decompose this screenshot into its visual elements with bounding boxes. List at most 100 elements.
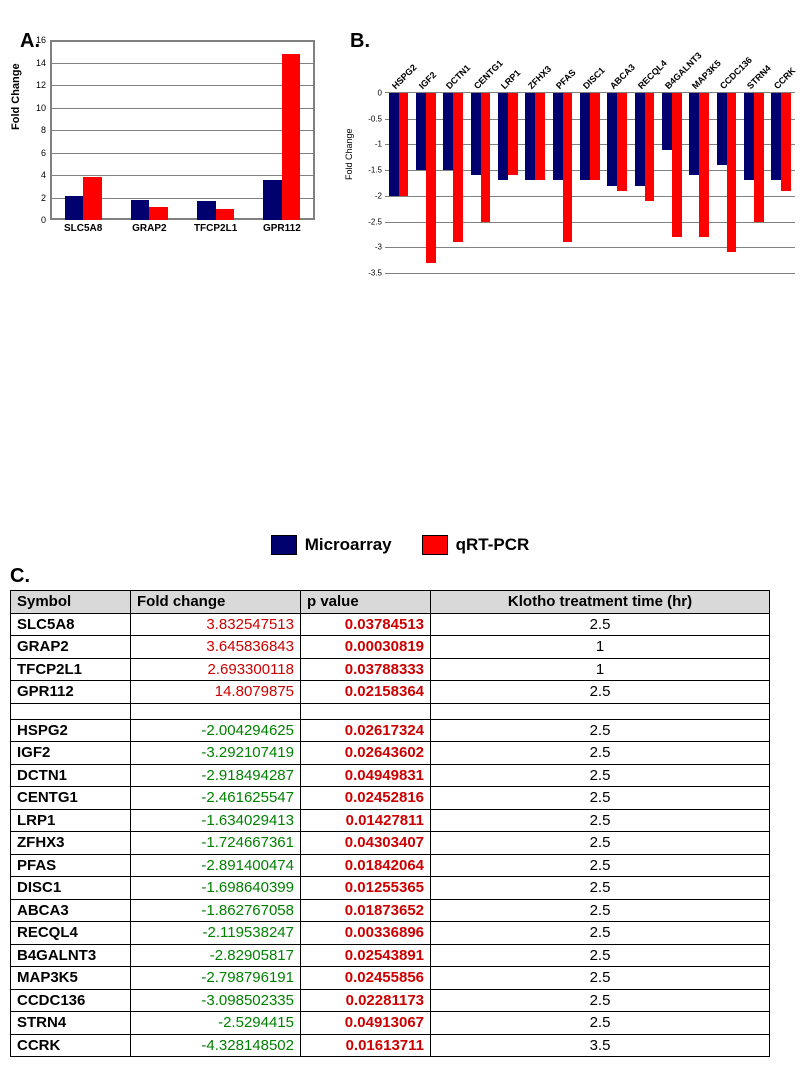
chart-b-category-label: DISC1 <box>581 65 607 91</box>
cell-symbol: TFCP2L1 <box>11 658 131 681</box>
table-row: TFCP2L12.6933001180.037883331 <box>11 658 770 681</box>
cell-time: 2.5 <box>431 854 770 877</box>
chart-b-category-label: PFAS <box>554 67 578 91</box>
cell-foldchange: -1.698640399 <box>131 877 301 900</box>
table-header-row: Symbol Fold change p value Klotho treatm… <box>11 591 770 614</box>
chart-b-bar-qrtpcr <box>535 93 545 180</box>
chart-b-bar-microarray <box>525 93 535 180</box>
table-row: STRN4-2.52944150.049130672.5 <box>11 1012 770 1035</box>
cell-foldchange: -4.328148502 <box>131 1034 301 1057</box>
chart-a-tick-label: 2 <box>41 193 46 203</box>
chart-b-bar-microarray <box>717 93 727 165</box>
table-spacer-row <box>11 703 770 719</box>
cell-symbol: DISC1 <box>11 877 131 900</box>
chart-a-category-label: GPR112 <box>263 223 301 234</box>
chart-b-bar-microarray <box>662 93 672 150</box>
table-row: RECQL4-2.1195382470.003368962.5 <box>11 922 770 945</box>
cell-time: 3.5 <box>431 1034 770 1057</box>
chart-b-tick-label: -0.5 <box>368 114 382 123</box>
cell-pvalue: 0.02617324 <box>301 719 431 742</box>
cell-foldchange: -2.82905817 <box>131 944 301 967</box>
legend-label-microarray: Microarray <box>305 535 392 555</box>
chart-a-bar-microarray <box>197 201 216 220</box>
cell-pvalue: 0.01842064 <box>301 854 431 877</box>
chart-b-tick-label: -2.5 <box>368 217 382 226</box>
th-foldchange: Fold change <box>131 591 301 614</box>
table-row: GRAP23.6458368430.000308191 <box>11 636 770 659</box>
chart-b-tick-label: 0 <box>378 89 382 98</box>
chart-b-category-label: ZFHX3 <box>526 64 553 91</box>
table-row: PFAS-2.8914004740.018420642.5 <box>11 854 770 877</box>
table-row: DCTN1-2.9184942870.049498312.5 <box>11 764 770 787</box>
cell-pvalue: 0.03788333 <box>301 658 431 681</box>
chart-b-bar-qrtpcr <box>727 93 737 252</box>
chart-b: Fold Change 0-0.5-1-1.5-2-2.5-3-3.5HSPG2… <box>345 50 800 300</box>
table-row: CCRK-4.3281485020.016137113.5 <box>11 1034 770 1057</box>
table-row: HSPG2-2.0042946250.026173242.5 <box>11 719 770 742</box>
cell-pvalue: 0.02643602 <box>301 742 431 765</box>
table-row: IGF2-3.2921074190.026436022.5 <box>11 742 770 765</box>
chart-b-bar-qrtpcr <box>563 93 573 242</box>
cell-time: 2.5 <box>431 899 770 922</box>
chart-a-bar-qrtpcr <box>83 177 102 220</box>
chart-b-bar-qrtpcr <box>617 93 627 191</box>
cell-pvalue: 0.04949831 <box>301 764 431 787</box>
chart-a-bar-qrtpcr <box>149 207 168 221</box>
cell-time: 2.5 <box>431 764 770 787</box>
legend-label-qrtpcr: qRT-PCR <box>456 535 530 555</box>
cell-time: 2.5 <box>431 613 770 636</box>
chart-b-bar-qrtpcr <box>672 93 682 237</box>
chart-b-tick-label: -1.5 <box>368 166 382 175</box>
cell-pvalue: 0.00030819 <box>301 636 431 659</box>
legend-item-qrtpcr: qRT-PCR <box>422 535 530 555</box>
cell-symbol: CCDC136 <box>11 989 131 1012</box>
cell-foldchange: 14.8079875 <box>131 681 301 704</box>
table-row: ABCA3-1.8627670580.018736522.5 <box>11 899 770 922</box>
chart-b-bar-qrtpcr <box>399 93 409 196</box>
cell-foldchange: -3.292107419 <box>131 742 301 765</box>
cell-pvalue: 0.02455856 <box>301 967 431 990</box>
th-symbol: Symbol <box>11 591 131 614</box>
cell-time: 1 <box>431 658 770 681</box>
chart-a-category-label: SLC5A8 <box>64 223 102 234</box>
chart-a-gridline | <box>50 85 315 86</box>
cell-symbol: GPR112 <box>11 681 131 704</box>
legend-swatch-qrtpcr <box>422 535 448 555</box>
legend: Microarray qRT-PCR <box>10 535 790 555</box>
cell-symbol: CENTG1 <box>11 787 131 810</box>
table-row: SLC5A83.8325475130.037845132.5 <box>11 613 770 636</box>
table-row: LRP1-1.6340294130.014278112.5 <box>11 809 770 832</box>
cell-foldchange: -3.098502335 <box>131 989 301 1012</box>
cell-foldchange: -2.798796191 <box>131 967 301 990</box>
chart-b-category-label: IGF2 <box>417 70 438 91</box>
chart-b-category-label: CENTG1 <box>472 58 505 91</box>
cell-symbol: MAP3K5 <box>11 967 131 990</box>
cell-foldchange: 3.832547513 <box>131 613 301 636</box>
cell-foldchange: -1.724667361 <box>131 832 301 855</box>
cell-foldchange: -2.004294625 <box>131 719 301 742</box>
cell-pvalue: 0.01255365 <box>301 877 431 900</box>
cell-foldchange: 3.645836843 <box>131 636 301 659</box>
chart-b-bar-qrtpcr <box>781 93 791 191</box>
cell-pvalue: 0.02543891 <box>301 944 431 967</box>
cell-foldchange: -2.918494287 <box>131 764 301 787</box>
chart-b-bar-microarray <box>580 93 590 180</box>
chart-b-bar-qrtpcr <box>699 93 709 237</box>
chart-a-gridline | <box>50 130 315 131</box>
cell-pvalue: 0.02281173 <box>301 989 431 1012</box>
panel-c: C. Symbol Fold change p value Klotho tre… <box>10 565 790 1057</box>
cell-time: 2.5 <box>431 681 770 704</box>
chart-a-gridline | <box>50 63 315 64</box>
cell-pvalue: 0.02158364 <box>301 681 431 704</box>
table-row: DISC1-1.6986403990.012553652.5 <box>11 877 770 900</box>
cell-symbol: ZFHX3 <box>11 832 131 855</box>
cell-time: 2.5 <box>431 1012 770 1035</box>
chart-a-bar-microarray <box>263 180 282 221</box>
cell-time: 2.5 <box>431 967 770 990</box>
chart-b-category-label: STRN4 <box>745 63 773 91</box>
cell-symbol: STRN4 <box>11 1012 131 1035</box>
cell-pvalue: 0.01613711 <box>301 1034 431 1057</box>
cell-symbol: PFAS <box>11 854 131 877</box>
chart-b-bar-microarray <box>416 93 426 170</box>
chart-a-tick-label: 6 <box>41 148 46 158</box>
